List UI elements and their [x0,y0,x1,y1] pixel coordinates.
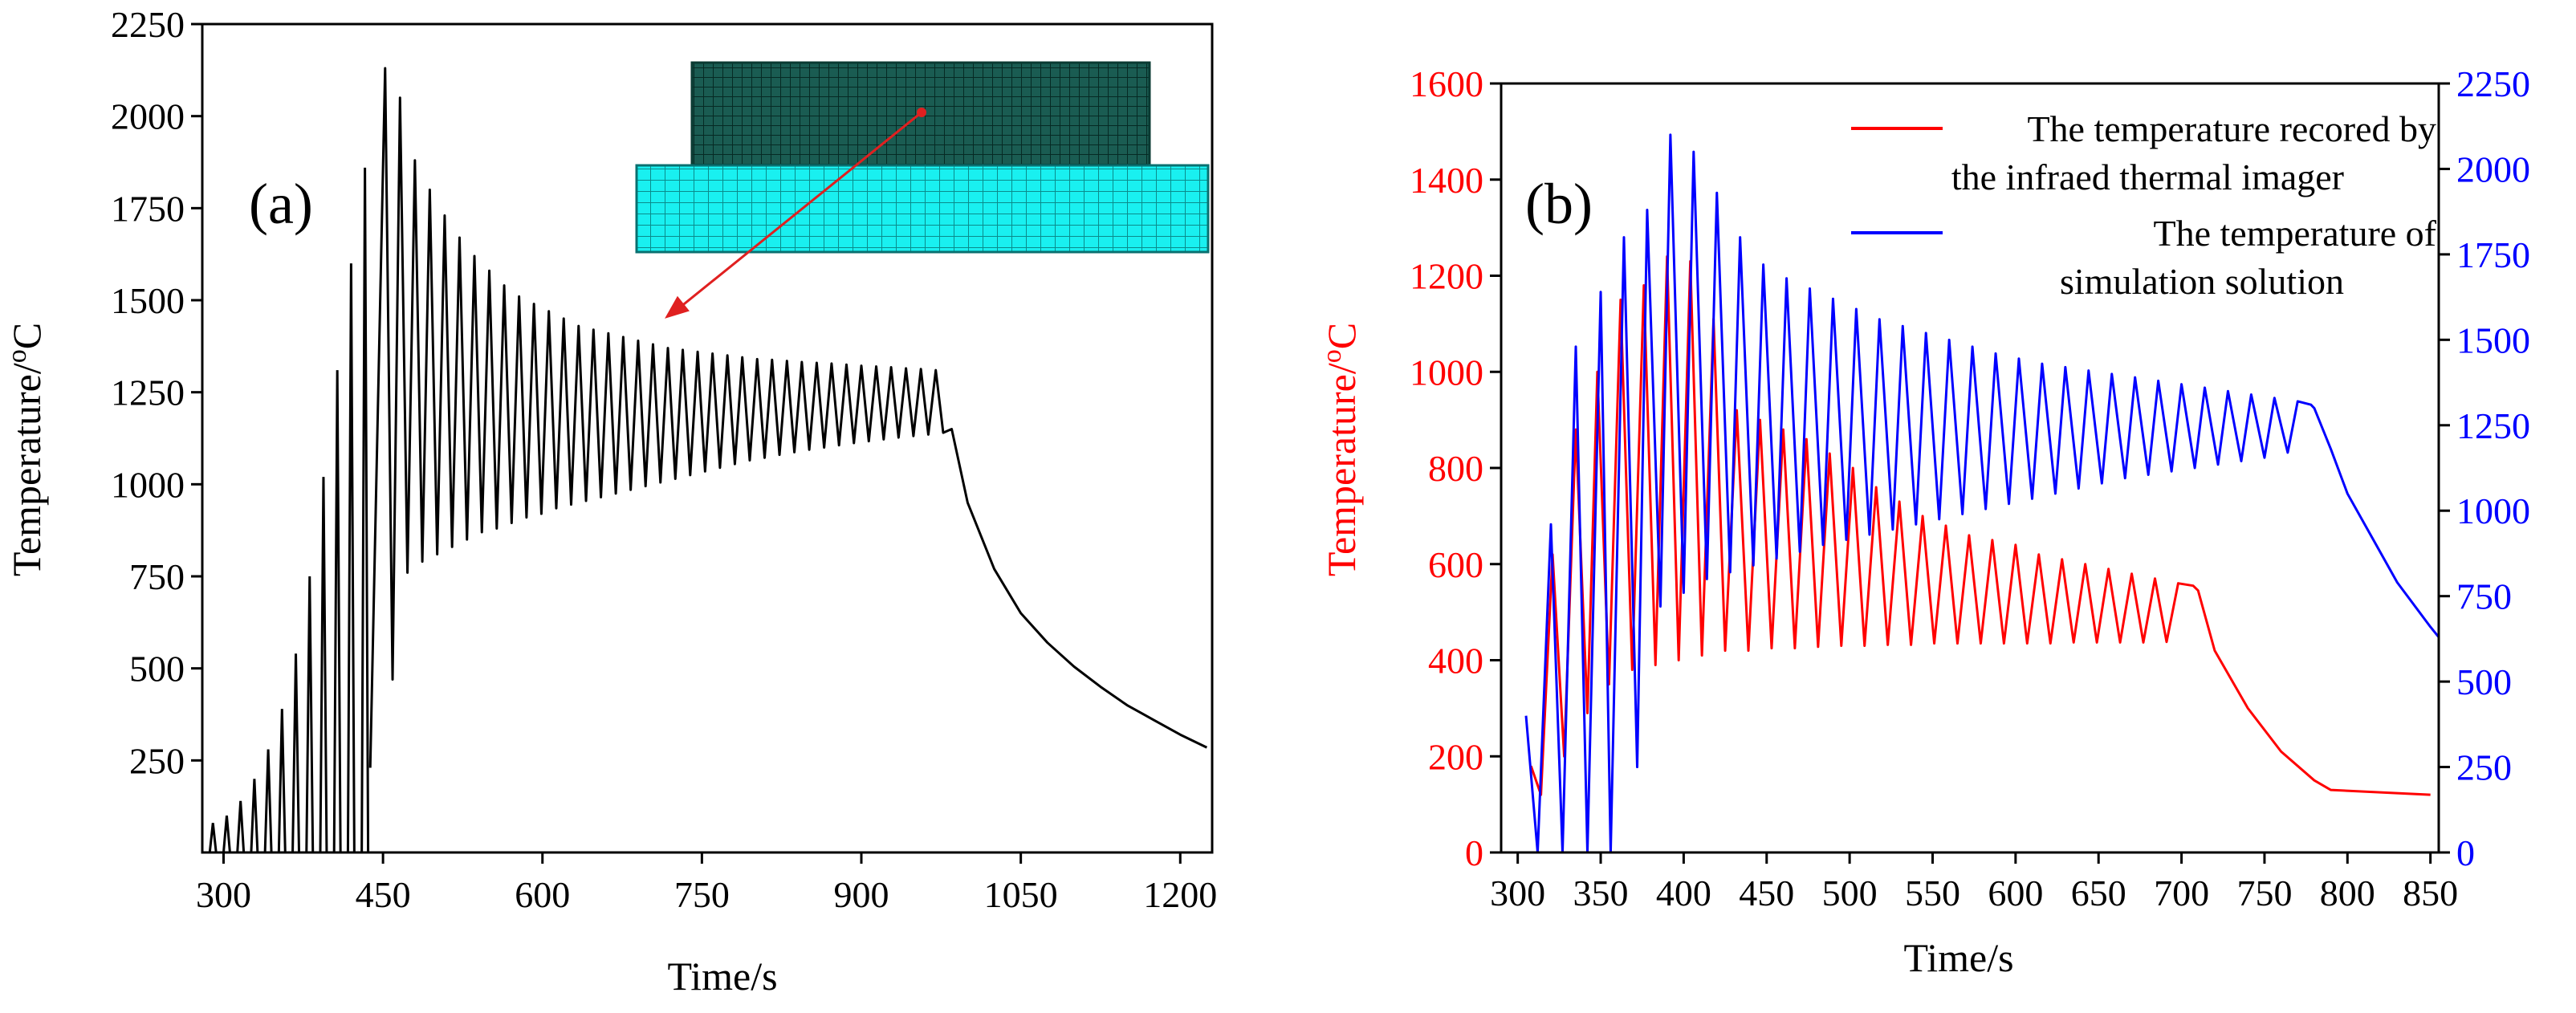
x-tick-label: 450 [356,874,411,915]
x-tick-label: 600 [1988,873,2043,913]
left-y-tick-label: 400 [1428,641,1483,681]
y-tick-label: 1000 [111,464,185,505]
x-tick-label: 400 [1656,873,1711,913]
left-y-tick-label: 1600 [1410,63,1483,104]
chart-b-y-label: Temperature/oC [1317,323,1364,576]
x-tick-label: 1200 [1143,874,1217,915]
right-y-tick-label: 1250 [2456,405,2530,446]
y-tick-label: 1250 [111,372,185,413]
y-tick-label: 250 [129,740,185,781]
left-y-tick-label: 600 [1428,544,1483,585]
chart-a-y-label: Temperature/oC [2,323,49,576]
inset-probe-point [917,108,926,117]
x-tick-label: 600 [515,874,570,915]
chart-a-inset-mesh [635,61,1210,319]
x-tick-label: 300 [196,874,251,915]
chart-b-legend: The temperature recored by the infraed t… [1851,108,2437,302]
chart-a-frame [201,22,1214,854]
x-tick-label: 900 [834,874,889,915]
y-tick-label: 1750 [111,188,185,229]
chart-a-series-layer [208,67,1208,853]
y-tick-label: 2250 [111,4,185,45]
chart-a-plot-area [208,61,1210,853]
x-tick-label: 550 [1905,873,1960,913]
chart-a: 300 450 600 750 900 1050 1200 250 500 750 1000 125… [2,4,1217,999]
left-y-tick-label: 1200 [1410,256,1483,297]
chart-b-x-label: Time/s [1903,935,2013,980]
legend-blue-line-1: The temperature of [2154,213,2437,254]
x-tick-label: 650 [2071,873,2126,913]
inset-substrate-mesh [635,164,1210,254]
right-y-tick-label: 1000 [2456,490,2530,531]
y-tick-label: 500 [129,649,185,690]
right-y-tick-label: 0 [2456,832,2475,873]
y-tick-label: 750 [129,556,185,597]
chart-b: 300 350 400 450 500 550 600 650 700 750 800 850 0 20… [1317,63,2530,980]
chart-a-x-label: Time/s [667,954,777,999]
chart-b-series-line-0 [1529,255,2431,796]
left-y-tick-label: 1400 [1410,160,1483,201]
chart-b-right-y-ticks: 0 250 500 750 1000 1250 1500 1750 2000 2250 [2439,63,2530,873]
legend-blue-line-2: simulation solution [2060,261,2344,302]
chart-a-series-line [368,67,1208,768]
y-tick-label: 2000 [111,96,185,137]
x-tick-label: 850 [2403,873,2458,913]
chart-a-series-spikes [208,167,370,853]
chart-a-x-ticks: 300 450 600 750 900 1050 1200 [196,852,1217,915]
left-y-tick-label: 800 [1428,448,1483,489]
chart-b-panel-label: (b) [1525,172,1593,236]
chart-a-panel-label: (a) [249,172,313,236]
right-y-tick-label: 1500 [2456,319,2530,360]
x-tick-label: 800 [2320,873,2375,913]
chart-a-y-ticks: 250 500 750 1000 1250 1500 1750 2000 2250 [111,4,202,781]
right-y-tick-label: 500 [2456,661,2512,702]
left-y-tick-label: 200 [1428,736,1483,777]
chart-b-x-ticks: 300 350 400 450 500 550 600 650 700 750 800 850 [1490,852,2458,913]
inset-arrow-head [665,295,690,319]
x-tick-label: 750 [2236,873,2292,913]
left-y-tick-label: 1000 [1410,352,1483,393]
right-y-tick-label: 2000 [2456,148,2530,189]
chart-b-left-y-ticks: 0 200 400 600 800 1000 1200 1400 1600 [1410,63,1501,873]
x-tick-label: 1050 [984,874,1058,915]
legend-red-line-1: The temperature recored by [2027,108,2436,149]
x-tick-label: 350 [1573,873,1629,913]
x-tick-label: 750 [674,874,730,915]
x-tick-label: 700 [2154,873,2209,913]
y-tick-label: 1500 [111,280,185,321]
right-y-tick-label: 750 [2456,576,2512,617]
left-y-tick-label: 0 [1465,832,1483,873]
legend-red-line-2: the infraed thermal imager [1951,157,2344,197]
right-y-tick-label: 1750 [2456,234,2530,275]
right-y-tick-label: 250 [2456,747,2512,788]
chart-b-series-layer [1524,133,2440,854]
x-tick-label: 300 [1490,873,1545,913]
x-tick-label: 500 [1822,873,1878,913]
inset-annotation-arrow [675,111,922,312]
right-y-tick-label: 2250 [2456,63,2530,104]
x-tick-label: 450 [1739,873,1794,913]
chart-b-series-line-1 [1524,133,2440,854]
